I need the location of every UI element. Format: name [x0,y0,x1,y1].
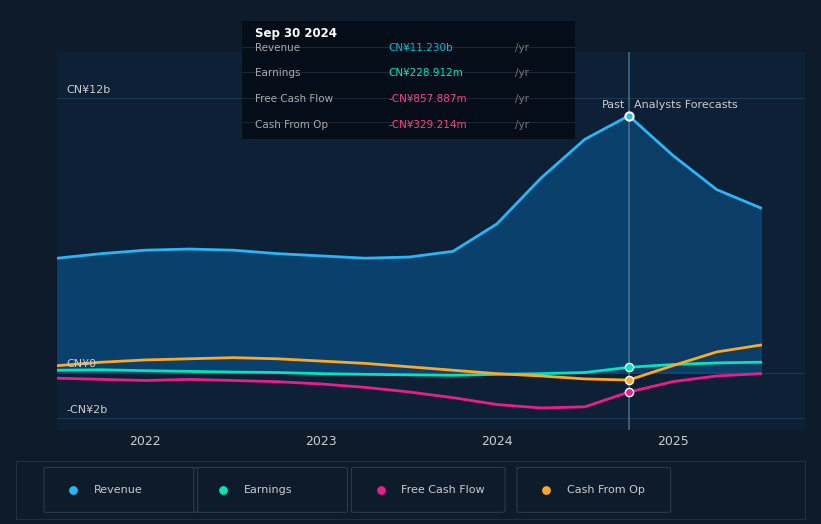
Text: -CN¥329.214m: -CN¥329.214m [388,119,467,130]
Text: Revenue: Revenue [255,43,300,53]
Text: Earnings: Earnings [255,68,301,78]
Text: Earnings: Earnings [243,485,292,495]
Text: /yr: /yr [515,68,529,78]
Point [622,388,635,396]
Text: Cash From Op: Cash From Op [566,485,644,495]
Text: CN¥11.230b: CN¥11.230b [388,43,453,53]
Point [374,486,388,494]
Text: -CN¥857.887m: -CN¥857.887m [388,94,467,104]
Text: Free Cash Flow: Free Cash Flow [401,485,484,495]
Text: -CN¥2b: -CN¥2b [67,405,108,415]
Point [539,486,553,494]
Point [622,112,635,120]
Text: Analysts Forecasts: Analysts Forecasts [634,100,738,110]
Text: CN¥0: CN¥0 [67,359,96,369]
Point [622,376,635,384]
Text: Cash From Op: Cash From Op [255,119,328,130]
Text: CN¥228.912m: CN¥228.912m [388,68,463,78]
Text: Free Cash Flow: Free Cash Flow [255,94,333,104]
Point [217,486,230,494]
Text: /yr: /yr [515,43,529,53]
Point [622,363,635,372]
Text: CN¥12b: CN¥12b [67,85,111,95]
Text: Sep 30 2024: Sep 30 2024 [255,27,337,40]
Text: Past: Past [602,100,626,110]
Text: /yr: /yr [515,119,529,130]
Point [67,486,80,494]
Text: /yr: /yr [515,94,529,104]
Text: Revenue: Revenue [94,485,142,495]
